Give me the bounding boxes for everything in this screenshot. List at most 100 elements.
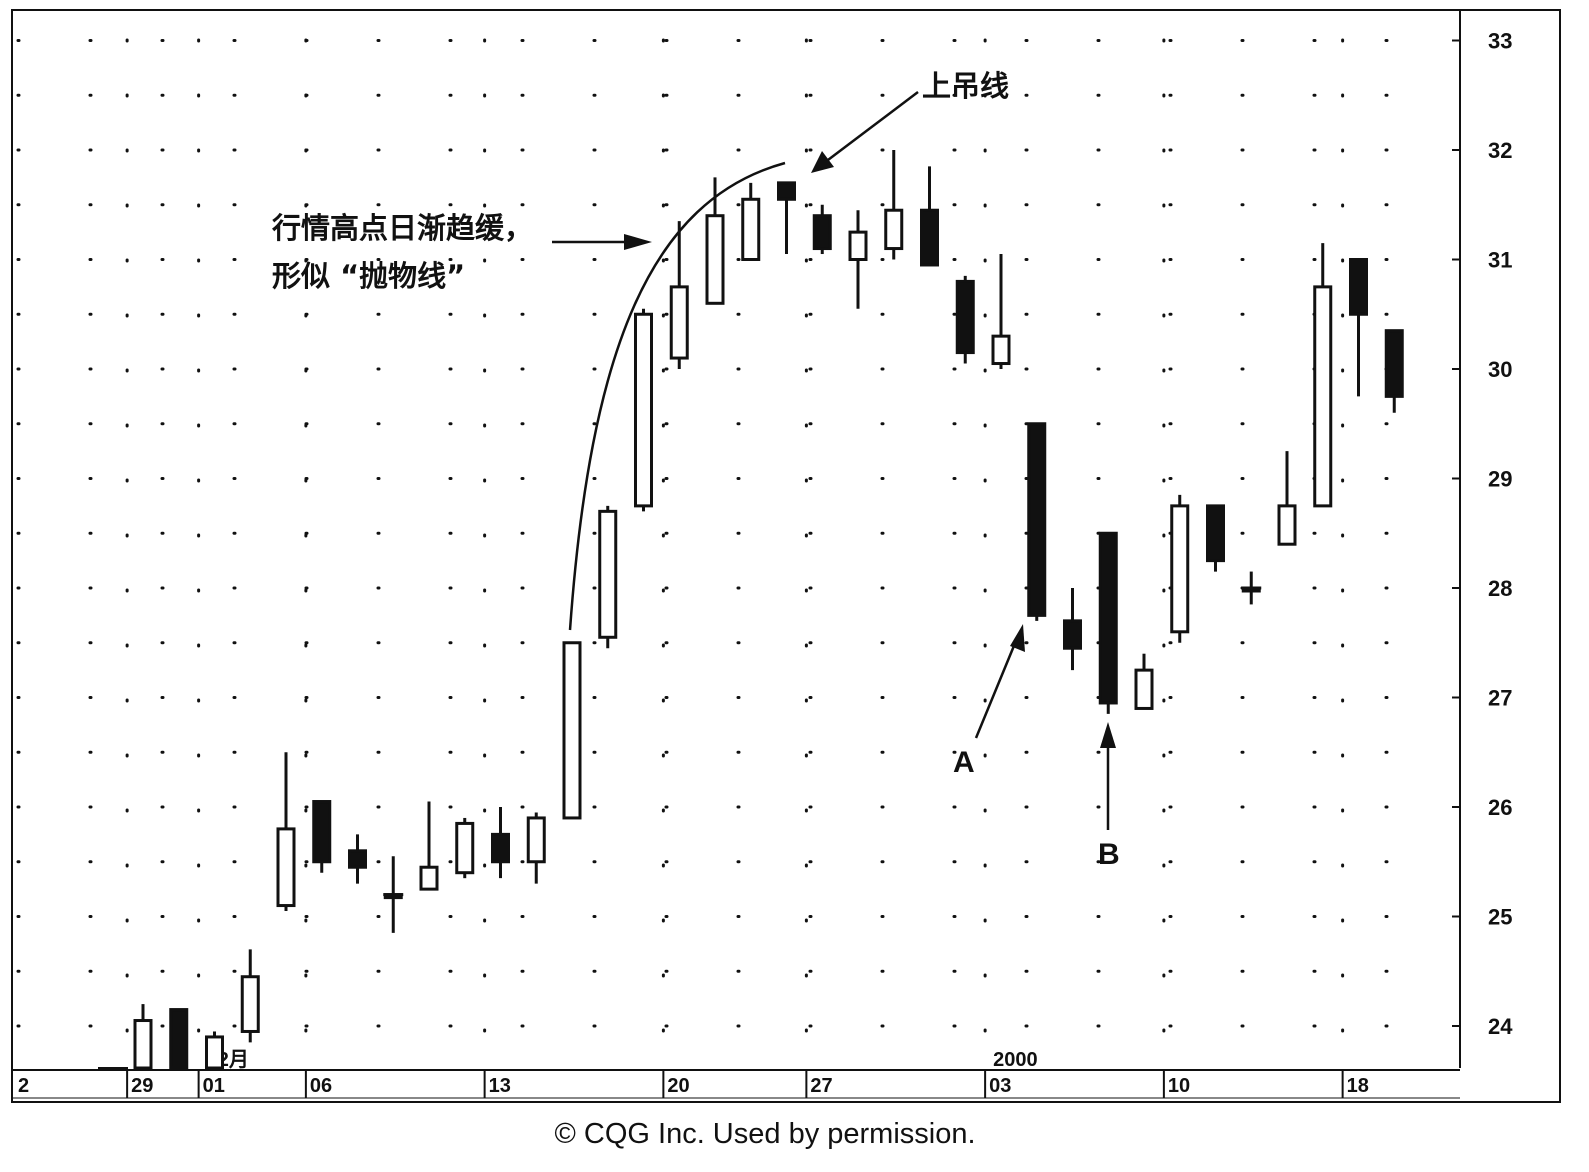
price-tick-label: 26 xyxy=(1488,795,1512,820)
candle-body-down xyxy=(1206,504,1225,563)
parabola-label-line2: 形似 “抛物线” xyxy=(272,259,465,293)
price-tick-label: 27 xyxy=(1488,686,1512,711)
candle-body-up xyxy=(276,827,296,908)
candle-body-up xyxy=(526,816,546,864)
candle xyxy=(526,812,546,884)
candle xyxy=(205,1031,224,1070)
candle-body-up xyxy=(133,1019,153,1070)
date-tick-label: 13 xyxy=(489,1075,511,1097)
candle xyxy=(991,254,1011,369)
candle xyxy=(1098,531,1118,714)
price-tick-label: 29 xyxy=(1488,467,1512,492)
parabola-arrow-head xyxy=(624,234,652,250)
date-tick-label: 27 xyxy=(810,1075,832,1097)
candle xyxy=(1063,588,1082,671)
period-label: 2000 xyxy=(993,1049,1038,1071)
candle xyxy=(1349,258,1368,397)
candle xyxy=(777,181,796,255)
candle xyxy=(741,182,761,261)
candle-body-up xyxy=(884,208,904,251)
candle-body-up xyxy=(1134,668,1154,710)
price-tick-label: 32 xyxy=(1488,138,1512,163)
candle-body-down xyxy=(1384,329,1404,398)
price-tick-label: 24 xyxy=(1488,1014,1513,1039)
candle xyxy=(562,641,582,820)
candle-body-down xyxy=(348,849,367,869)
parabola-label-line1: 行情高点日渐趋缓， xyxy=(271,211,533,245)
a-arrow-head xyxy=(1010,624,1025,652)
candle xyxy=(383,856,404,933)
candle-body-down xyxy=(491,832,510,864)
candle-body-up xyxy=(598,509,618,639)
date-tick-label: 06 xyxy=(310,1075,332,1097)
candle-body-up xyxy=(634,312,653,508)
candle xyxy=(491,807,510,879)
candle-body-down xyxy=(1098,531,1118,705)
candle-body-down xyxy=(312,800,332,864)
candle-body-up xyxy=(562,641,582,820)
candle xyxy=(133,1004,153,1070)
point-a-label: A xyxy=(953,746,975,779)
candle-body-up xyxy=(705,214,725,305)
candle-body-up xyxy=(1170,504,1190,634)
price-tick-label: 30 xyxy=(1488,357,1512,382)
candle-body-up xyxy=(205,1035,224,1070)
date-tick-label: 03 xyxy=(989,1075,1011,1097)
candle-body-up xyxy=(848,230,868,261)
date-tick-label: 20 xyxy=(667,1075,689,1097)
candle-body-up xyxy=(240,975,260,1033)
copyright-notice: © CQG Inc. Used by permission. xyxy=(554,1118,976,1150)
date-tick-label: 18 xyxy=(1347,1075,1369,1097)
b-arrow-head xyxy=(1100,722,1116,748)
price-tick-label: 28 xyxy=(1488,576,1512,601)
a-arrow-shaft xyxy=(974,635,1020,739)
date-tick-label: 2 xyxy=(18,1075,29,1097)
candle-body-down xyxy=(1027,422,1047,617)
candle-body-up xyxy=(419,865,439,891)
plot-frame xyxy=(11,9,1561,1103)
candle xyxy=(419,801,439,891)
price-tick-label: 31 xyxy=(1488,248,1512,273)
candle xyxy=(1134,653,1154,710)
candle xyxy=(669,221,689,369)
candle-body-down xyxy=(169,1008,189,1070)
candle-body-up xyxy=(1313,285,1333,508)
candle-body-up xyxy=(455,821,475,875)
candle xyxy=(169,1008,189,1070)
candle xyxy=(920,166,939,267)
candle xyxy=(1241,571,1262,605)
hanging-man-arrow-shaft xyxy=(819,91,919,167)
price-tick-label: 25 xyxy=(1488,905,1512,930)
candle xyxy=(348,834,367,884)
candle-body-up xyxy=(669,285,689,360)
candle xyxy=(884,150,904,260)
date-tick-label: 29 xyxy=(131,1075,153,1097)
candle-body-up xyxy=(1277,504,1297,546)
candle-body-down xyxy=(777,181,796,201)
hanging-man-arrow-head xyxy=(811,151,834,173)
candle xyxy=(1027,422,1047,621)
price-axis: 24 25 26 27 28 29 30 31 32 33 xyxy=(1452,29,1513,1039)
candle xyxy=(455,817,475,879)
candle xyxy=(1170,494,1190,643)
candle-body-down xyxy=(812,214,832,251)
candle xyxy=(1206,504,1225,572)
candle xyxy=(848,210,868,309)
price-tick-label: 33 xyxy=(1488,29,1512,54)
candle xyxy=(598,505,618,649)
hanging-man-label: 上吊线 xyxy=(922,69,1009,103)
date-tick-label: 01 xyxy=(203,1075,225,1097)
candles xyxy=(133,150,1404,1070)
candle xyxy=(1384,329,1404,413)
candle xyxy=(634,308,653,512)
candle xyxy=(240,949,260,1043)
point-b-label: B xyxy=(1098,838,1120,871)
candle-body-down xyxy=(1063,619,1082,650)
candle-body-down xyxy=(1349,258,1368,316)
candle-body-down xyxy=(955,279,975,355)
candle-body-up xyxy=(991,334,1011,366)
candle xyxy=(955,275,975,364)
candle xyxy=(312,800,332,873)
